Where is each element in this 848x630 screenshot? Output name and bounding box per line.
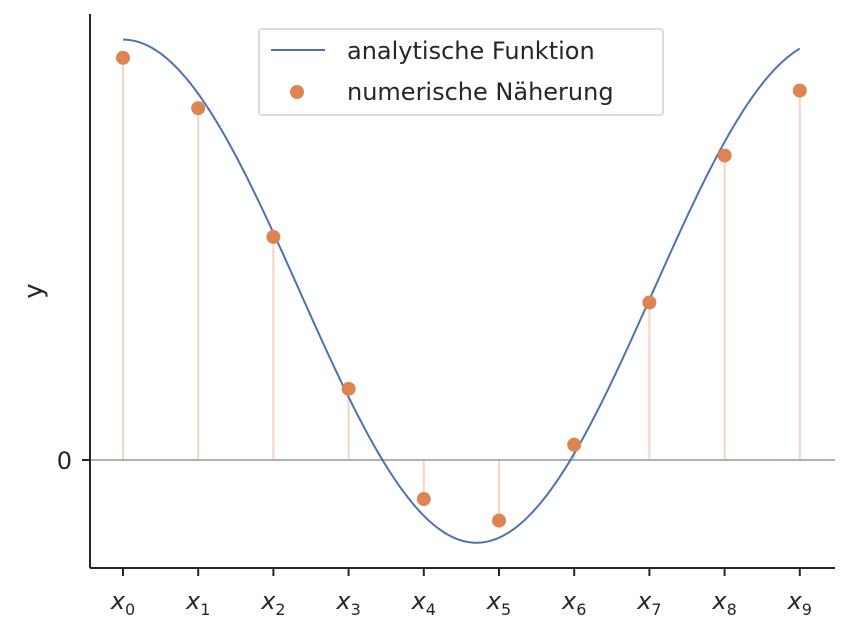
analytic-function-line [122,38,801,544]
stem-lines [122,57,801,521]
x-tick-label: x4 [411,587,436,619]
data-point [717,148,732,163]
x-tick-label: x6 [561,587,586,619]
x-tick-label: x0 [110,587,135,619]
data-point [191,101,206,116]
data-point [792,83,807,98]
x-tick-label: x9 [787,587,812,619]
legend: analytische Funktion numerische Näherung [258,28,664,116]
numeric-points [116,50,807,528]
y-axis-title: y [19,283,49,298]
data-point [341,381,356,396]
data-point [492,513,506,528]
data-point [416,492,431,507]
legend-box [258,28,664,116]
data-point [116,50,130,65]
y-ticks: 0 [57,447,90,475]
data-point [567,437,582,452]
data-point [642,295,657,310]
legend-label-analytic: analytische Funktion [347,37,595,65]
legend-label-numeric: numerische Näherung [347,78,614,106]
x-ticks: x0 x1 x2 x3 x4 x5 x6 x7 x8 x9 [110,568,812,619]
x-tick-label: x3 [335,587,360,619]
x-tick-label: x1 [185,587,210,619]
data-point [266,229,281,244]
y-tick-label: 0 [57,447,72,475]
legend-point-swatch [290,85,304,99]
x-tick-label: x8 [711,587,736,619]
x-tick-label: x2 [260,587,285,619]
x-tick-label: x7 [636,587,661,619]
x-tick-label: x5 [486,587,511,619]
